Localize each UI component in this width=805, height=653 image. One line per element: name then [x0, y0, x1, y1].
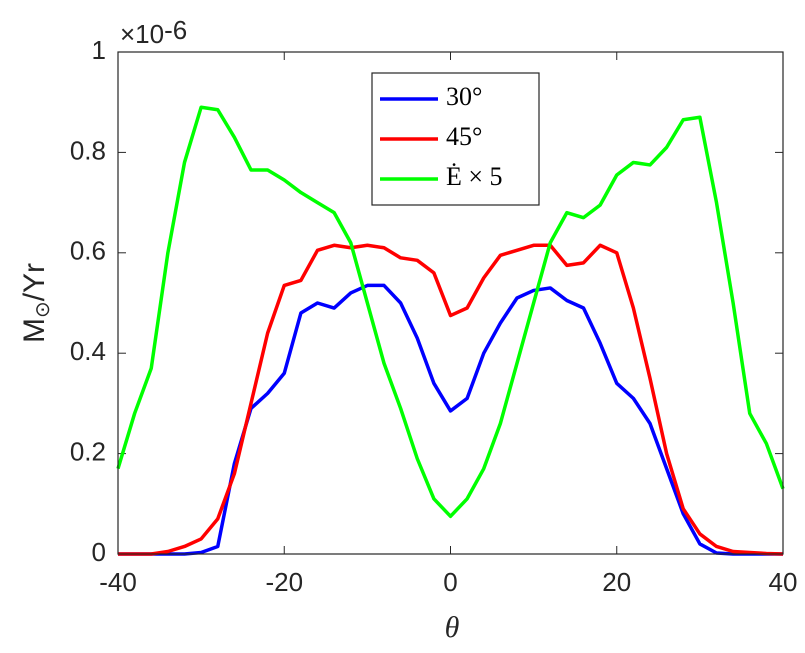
- data-line: [118, 243, 784, 556]
- y-label-base: M: [18, 318, 51, 343]
- y-tick-label: 0: [92, 537, 106, 567]
- legend-label: Ė × 5: [446, 162, 503, 191]
- x-axis-label: θ: [445, 611, 460, 644]
- x-tick-label: 40: [769, 567, 798, 597]
- y-axis-label: M⊙/Yr: [18, 263, 54, 343]
- y-tick-label: 0.2: [70, 436, 106, 466]
- axes-box: [117, 51, 784, 555]
- x-tick-label: -20: [265, 567, 303, 597]
- exponent-base: ×10: [120, 19, 164, 49]
- y-label-sub: ⊙: [32, 301, 54, 318]
- exponent-label: ×10-6: [120, 15, 187, 49]
- y-tick-label: 1: [92, 35, 106, 65]
- x-tick-label: 20: [602, 567, 631, 597]
- x-tick-label: 0: [443, 567, 457, 597]
- data-line: [116, 105, 785, 519]
- exponent-sup: -6: [164, 15, 187, 45]
- y-label-tail: /Yr: [18, 263, 51, 301]
- legend-label: 45°: [446, 122, 482, 151]
- legend-label: 30°: [446, 82, 482, 111]
- y-tick-label: 0.4: [70, 336, 106, 366]
- y-tick-label: 0.8: [70, 135, 106, 165]
- x-tick-label: -40: [99, 567, 137, 597]
- y-tick-label: 0.6: [70, 236, 106, 266]
